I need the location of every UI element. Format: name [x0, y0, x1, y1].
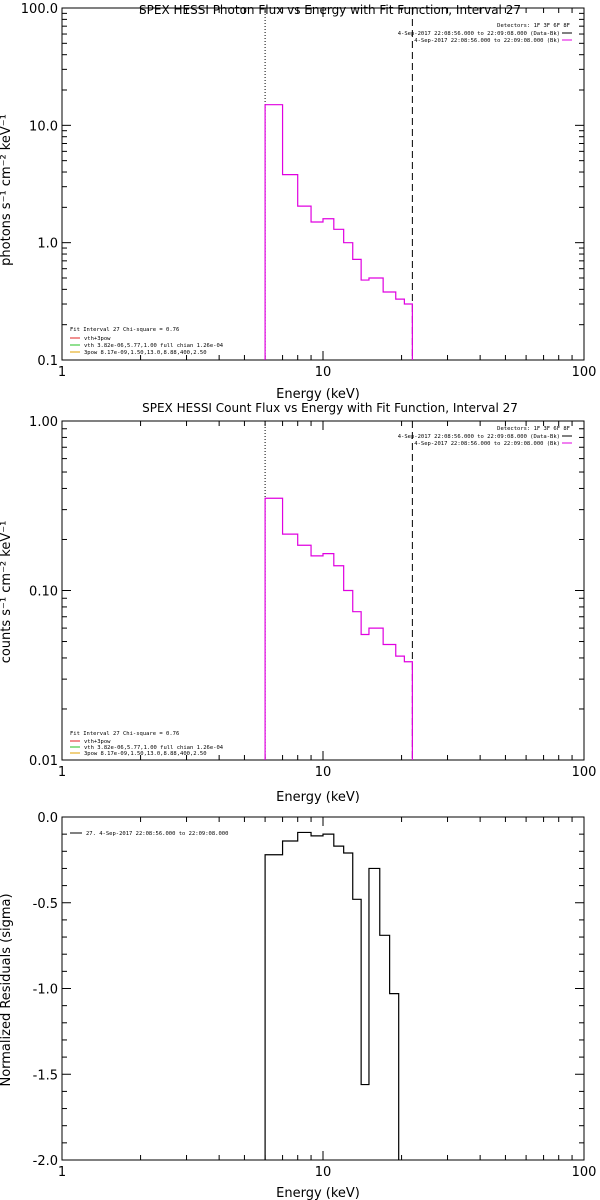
residuals-xlabel: Energy (keV) — [276, 1186, 360, 1200]
y-tick-label: 0.01 — [29, 754, 58, 769]
legend-bk: 4-Sep-2017 22:08:56.000 to 22:09:08.000 … — [414, 38, 560, 44]
photon-flux-title: SPEX HESSI Photon Flux vs Energy with Fi… — [139, 3, 521, 17]
legend-3pow: 3pow 8.17e-09,1.50,13.0,8.88,400,2.50 — [84, 751, 207, 757]
x-tick-label: 100 — [572, 1165, 597, 1180]
x-tick-label: 1 — [58, 765, 66, 780]
count-flux-legend-detectors: Detectors: 1F 3F 6F 8F 4-Sep-2017 22:08:… — [398, 426, 572, 447]
count-flux-title: SPEX HESSI Count Flux vs Energy with Fit… — [142, 401, 518, 415]
plot-frame — [61, 420, 585, 761]
legend-detectors: Detectors: 1F 3F 6F 8F — [497, 23, 570, 29]
y-tick-label: 10.0 — [29, 119, 58, 134]
x-tick-label: 100 — [572, 765, 597, 780]
photon-flux-legend-detectors: Detectors: 1F 3F 6F 8F 4-Sep-2017 22:08:… — [398, 23, 572, 44]
y-tick-label: -1.0 — [33, 983, 58, 998]
legend-data-bk: 4-Sep-2017 22:08:56.000 to 22:09:08.000 … — [398, 31, 560, 37]
x-tick-label: 1 — [58, 365, 66, 380]
x-tick-label: 1 — [58, 1165, 66, 1180]
x-tick-label: 100 — [572, 365, 597, 380]
photon-flux-ylabel: photons s⁻¹ cm⁻² keV⁻¹ — [0, 114, 14, 266]
x-tick-label: 10 — [315, 365, 332, 380]
histogram-series — [264, 497, 413, 760]
photon-flux-legend-fit: Fit Interval 27 Chi-square = 0.76 vth+3p… — [70, 327, 224, 356]
histogram-series — [264, 831, 400, 1160]
plot-frame — [61, 7, 585, 361]
residuals-panel: Energy (keV) Normalized Residuals (sigma… — [0, 811, 596, 1200]
photon-flux-xlabel: Energy (keV) — [276, 387, 360, 402]
y-tick-label: -0.5 — [33, 897, 58, 912]
x-tick-label: 10 — [315, 1165, 332, 1180]
photon-flux-panel: SPEX HESSI Photon Flux vs Energy with Fi… — [0, 2, 596, 402]
legend-model: vth+3pow — [84, 336, 111, 342]
count-flux-xlabel: Energy (keV) — [276, 790, 360, 805]
y-tick-label: 1.0 — [37, 237, 58, 252]
y-tick-label: 100.0 — [21, 2, 58, 17]
count-flux-ylabel: counts s⁻¹ cm⁻² keV⁻¹ — [0, 521, 14, 664]
y-tick-label: 0.0 — [37, 811, 58, 826]
plot-frame — [61, 816, 585, 1161]
residuals-legend-label: 27. 4-Sep-2017 22:08:56.000 to 22:09:08.… — [86, 831, 228, 837]
legend-vth: vth 3.82e-06,5.77,1.00 full chian 1.26e-… — [84, 745, 224, 751]
y-tick-label: 1.00 — [29, 415, 58, 430]
legend-3pow: 3pow 8.17e-09,1.50,13.0,8.88,400,2.50 — [84, 350, 207, 356]
y-tick-label: -1.5 — [33, 1068, 58, 1083]
y-tick-label: 0.10 — [29, 585, 58, 600]
y-tick-label: -2.0 — [33, 1154, 58, 1169]
residuals-legend: 27. 4-Sep-2017 22:08:56.000 to 22:09:08.… — [70, 831, 228, 837]
legend-vth: vth 3.82e-06,5.77,1.00 full chian 1.26e-… — [84, 343, 224, 349]
legend-detectors: Detectors: 1F 3F 6F 8F — [497, 426, 570, 432]
legend-data-bk: 4-Sep-2017 22:08:56.000 to 22:09:08.000 … — [398, 434, 560, 440]
legend-model: vth+3pow — [84, 739, 111, 745]
legend-fit-interval: Fit Interval 27 Chi-square = 0.76 — [70, 731, 179, 737]
residuals-ylabel: Normalized Residuals (sigma) — [0, 893, 14, 1086]
legend-fit-interval: Fit Interval 27 Chi-square = 0.76 — [70, 327, 179, 333]
y-tick-label: 0.1 — [37, 354, 58, 369]
count-flux-legend-fit: Fit Interval 27 Chi-square = 0.76 vth+3p… — [70, 731, 224, 757]
x-tick-label: 10 — [315, 765, 332, 780]
legend-bk: 4-Sep-2017 22:08:56.000 to 22:09:08.000 … — [414, 441, 560, 447]
histogram-series — [264, 104, 413, 360]
count-flux-panel: SPEX HESSI Count Flux vs Energy with Fit… — [0, 401, 596, 805]
